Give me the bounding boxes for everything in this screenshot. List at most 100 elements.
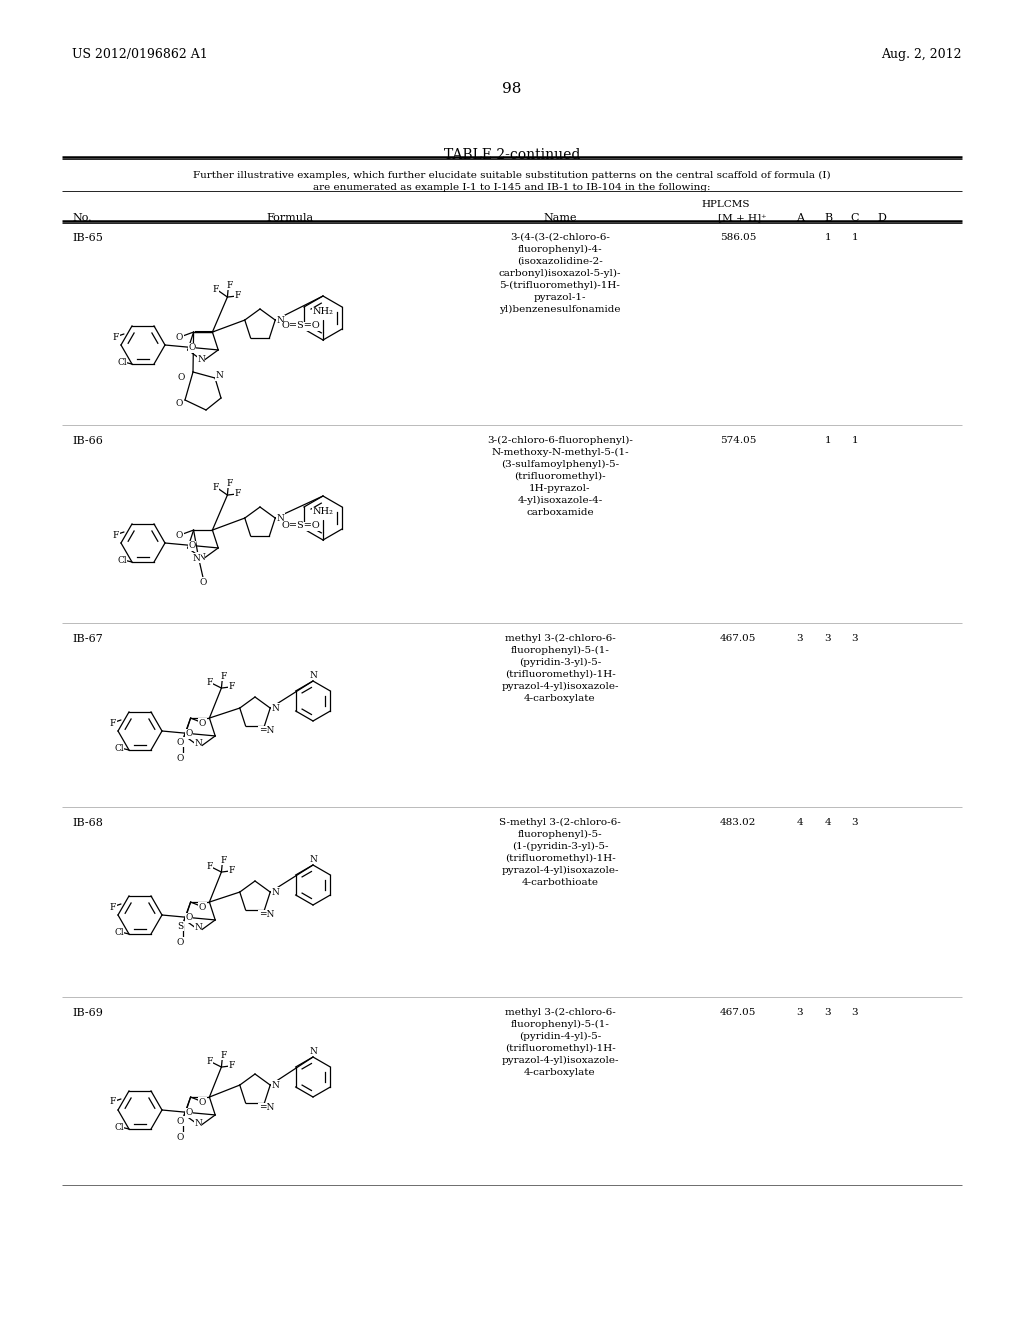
Text: No.: No. [72,213,91,223]
Text: N-methoxy-N-methyl-5-(1-: N-methoxy-N-methyl-5-(1- [492,447,629,457]
Text: carbonyl)isoxazol-5-yl)-: carbonyl)isoxazol-5-yl)- [499,269,622,279]
Text: F: F [110,1097,116,1106]
Text: pyrazol-1-: pyrazol-1- [534,293,587,302]
Text: N: N [271,887,280,896]
Text: F: F [228,1060,234,1069]
Text: 3-(2-chloro-6-fluorophenyl)-: 3-(2-chloro-6-fluorophenyl)- [487,436,633,445]
Text: fluorophenyl)-5-: fluorophenyl)-5- [518,830,602,840]
Text: O: O [177,372,184,381]
Text: F: F [212,285,218,293]
Text: 4-carbothioate: 4-carbothioate [521,878,598,887]
Text: (pyridin-4-yl)-5-: (pyridin-4-yl)-5- [519,1032,601,1041]
Text: O: O [188,343,196,352]
Text: 5-(trifluoromethyl)-1H-: 5-(trifluoromethyl)-1H- [500,281,621,290]
Text: O: O [185,1109,193,1118]
Text: O: O [177,937,184,946]
Text: carboxamide: carboxamide [526,508,594,517]
Text: (trifluoromethyl)-1H-: (trifluoromethyl)-1H- [505,854,615,863]
Text: F: F [110,903,116,912]
Text: N: N [309,1047,317,1056]
Text: F: F [226,479,232,487]
Text: 3: 3 [852,818,858,828]
Text: O: O [185,913,193,923]
Text: [M + H]⁺: [M + H]⁺ [718,213,767,222]
Text: pyrazol-4-yl)isoxazole-: pyrazol-4-yl)isoxazole- [502,1056,618,1065]
Text: O: O [177,1117,184,1126]
Text: fluorophenyl)-4-: fluorophenyl)-4- [518,246,602,255]
Text: D: D [878,213,887,223]
Text: F: F [228,866,234,875]
Text: IB-68: IB-68 [72,818,102,828]
Text: O: O [199,903,206,912]
Text: IB-69: IB-69 [72,1008,102,1018]
Text: 1: 1 [824,436,831,445]
Text: F: F [228,681,234,690]
Text: 1H-pyrazol-: 1H-pyrazol- [529,484,591,492]
Text: N: N [309,671,317,680]
Text: O: O [199,1097,206,1106]
Text: 586.05: 586.05 [720,234,757,242]
Text: are enumerated as example I-1 to I-145 and IB-1 to IB-104 in the following:: are enumerated as example I-1 to I-145 a… [313,183,711,191]
Text: =N: =N [259,911,274,920]
Text: F: F [113,333,119,342]
Text: N: N [195,1118,202,1127]
Text: methyl 3-(2-chloro-6-: methyl 3-(2-chloro-6- [505,634,615,643]
Text: N: N [197,553,205,561]
Text: O: O [176,531,183,540]
Text: 467.05: 467.05 [720,1008,757,1016]
Text: 4-yl)isoxazole-4-: 4-yl)isoxazole-4- [517,496,603,506]
Text: F: F [220,855,226,865]
Text: Name: Name [544,213,577,223]
Text: N: N [195,739,202,748]
Text: N: N [271,1081,280,1089]
Text: N: N [215,371,223,380]
Text: O: O [175,399,182,408]
Text: Cl: Cl [117,556,127,565]
Text: yl)benzenesulfonamide: yl)benzenesulfonamide [500,305,621,314]
Text: O: O [200,578,207,586]
Text: 1: 1 [852,436,858,445]
Text: 3: 3 [852,1008,858,1016]
Text: Cl: Cl [115,743,124,752]
Text: F: F [113,531,119,540]
Text: O: O [177,738,184,747]
Text: pyrazol-4-yl)isoxazole-: pyrazol-4-yl)isoxazole- [502,866,618,875]
Text: F: F [206,862,213,871]
Text: 3: 3 [824,634,831,643]
Text: F: F [220,672,226,681]
Text: 4: 4 [797,818,803,828]
Text: US 2012/0196862 A1: US 2012/0196862 A1 [72,48,208,61]
Text: NH₂: NH₂ [312,308,334,317]
Text: =N: =N [259,726,274,735]
Text: 4-carboxylate: 4-carboxylate [524,1068,596,1077]
Text: B: B [824,213,833,223]
Text: 467.05: 467.05 [720,634,757,643]
Text: (trifluoromethyl)-: (trifluoromethyl)- [514,473,606,480]
Text: A: A [796,213,804,223]
Text: 3: 3 [852,634,858,643]
Text: pyrazol-4-yl)isoxazole-: pyrazol-4-yl)isoxazole- [502,682,618,692]
Text: (pyridin-3-yl)-5-: (pyridin-3-yl)-5- [519,657,601,667]
Text: F: F [220,1051,226,1060]
Text: (isoxazolidine-2-: (isoxazolidine-2- [517,257,603,267]
Text: F: F [110,718,116,727]
Text: =N: =N [259,1104,274,1113]
Text: F: F [234,488,241,498]
Text: N: N [309,854,317,863]
Text: (3-sulfamoylphenyl)-5-: (3-sulfamoylphenyl)-5- [501,459,620,469]
Text: 3-(4-(3-(2-chloro-6-: 3-(4-(3-(2-chloro-6- [510,234,610,242]
Text: C: C [851,213,859,223]
Text: 4-carboxylate: 4-carboxylate [524,694,596,704]
Text: (trifluoromethyl)-1H-: (trifluoromethyl)-1H- [505,671,615,678]
Text: O: O [177,754,184,763]
Text: NH₂: NH₂ [312,507,334,516]
Text: 574.05: 574.05 [720,436,757,445]
Text: Aug. 2, 2012: Aug. 2, 2012 [882,48,962,61]
Text: O: O [199,718,206,727]
Text: N: N [271,704,280,713]
Text: fluorophenyl)-5-(1-: fluorophenyl)-5-(1- [511,1020,609,1030]
Text: O: O [185,730,193,738]
Text: O: O [188,541,196,550]
Text: 3: 3 [797,634,803,643]
Text: methyl 3-(2-chloro-6-: methyl 3-(2-chloro-6- [505,1008,615,1018]
